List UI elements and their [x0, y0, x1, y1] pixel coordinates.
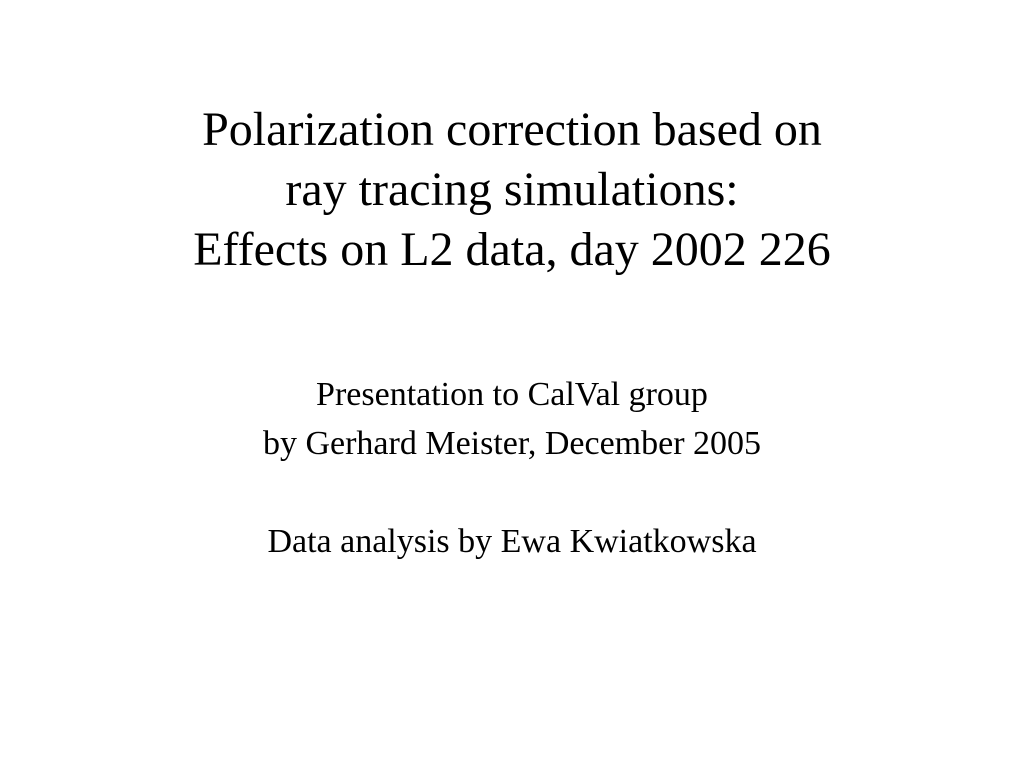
slide-title: Polarization correction based on ray tra…	[193, 100, 831, 280]
slide-subtitle: Presentation to CalVal group by Gerhard …	[263, 370, 761, 566]
spacer	[263, 469, 761, 517]
title-line-1: Polarization correction based on	[193, 100, 831, 160]
title-line-2: ray tracing simulations:	[193, 160, 831, 220]
slide: Polarization correction based on ray tra…	[0, 0, 1024, 768]
title-line-3: Effects on L2 data, day 2002 226	[193, 220, 831, 280]
subtitle-line-1: Presentation to CalVal group	[263, 370, 761, 419]
subtitle-line-3: Data analysis by Ewa Kwiatkowska	[263, 517, 761, 566]
subtitle-line-2: by Gerhard Meister, December 2005	[263, 419, 761, 468]
